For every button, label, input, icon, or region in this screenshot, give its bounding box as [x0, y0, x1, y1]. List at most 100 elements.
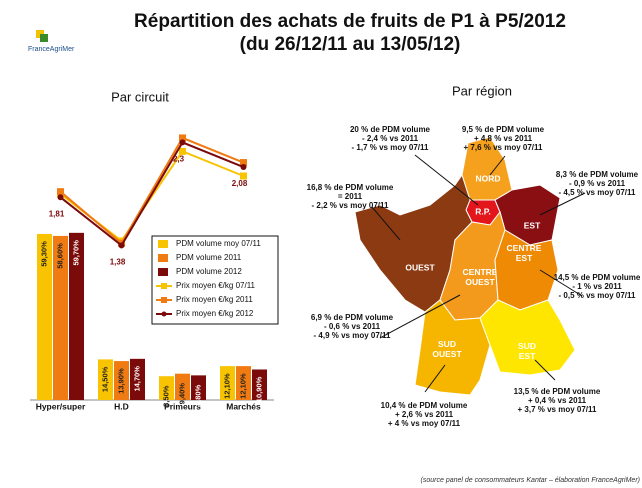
annotation-text: - 1,7 % vs moy 07/11: [352, 143, 429, 152]
arrow: [539, 269, 583, 297]
legend-marker: [161, 297, 167, 303]
region: [414, 299, 491, 396]
bar-value-label: 13,90%: [116, 368, 125, 394]
region-label: R.P.: [475, 206, 490, 216]
region-label: OUEST: [405, 262, 435, 272]
bar: [37, 233, 52, 400]
annotation-text: 16,8 % de PDM volume: [307, 183, 394, 192]
logo-icon: [40, 34, 48, 42]
title-line: Répartition des achats de fruits de P1 à…: [134, 11, 566, 32]
annotation-arrows: [371, 154, 586, 393]
x-tick-label: Hyper/super: [36, 401, 86, 411]
price-point: [179, 147, 186, 155]
bar-value-label: 8,50%: [161, 385, 170, 407]
bar: [98, 359, 113, 400]
annotation-text: 8,3 % de PDM volume: [556, 170, 639, 179]
annotation-text: = 2011: [338, 192, 363, 201]
price-point: [57, 194, 64, 201]
price-point: [118, 242, 125, 249]
legend-marker: [161, 283, 167, 289]
annotation-text: + 7,6 % vs moy 07/11: [464, 143, 543, 152]
bar-value-label: 59,30%: [39, 241, 48, 267]
chart-title: Par circuit: [111, 89, 169, 104]
legend-label: Prix moyen €/kg 2011: [176, 295, 253, 304]
x-tick-label: Primeurs: [164, 401, 201, 411]
legend-label: Prix moyen €/kg 07/11: [176, 281, 256, 290]
legend-box: [151, 235, 279, 325]
annotation-text: + 2,6 % vs 2011: [395, 410, 454, 419]
legend-label: PDM volume 2012: [176, 267, 242, 276]
bar-value-label: 9,40%: [177, 383, 186, 405]
bar: [69, 232, 84, 400]
price-point: [179, 134, 186, 142]
annotation-text: + 3,7 % vs moy 07/11: [518, 405, 597, 414]
region-label: CENTRE OUEST: [463, 267, 498, 287]
logo: FranceAgriMer: [28, 30, 75, 53]
price-value-label: 1,38: [110, 258, 126, 267]
price-line: [59, 141, 244, 247]
bar-value-label: 12,10%: [238, 373, 247, 399]
annotation-text: - 4,9 % vs moy 07/11: [314, 331, 391, 340]
arrow: [379, 294, 461, 339]
arrow: [489, 155, 506, 176]
map-title: Par région: [452, 83, 512, 98]
region-label: NORD: [475, 173, 500, 183]
price-value-label: 2,08: [232, 179, 248, 188]
annotation-text: 14,5 % de PDM volume: [554, 273, 641, 282]
bar-value-label: 14,50%: [100, 366, 109, 392]
bar: [53, 235, 68, 400]
bar: [130, 358, 145, 400]
price-line: [59, 136, 244, 245]
legend-marker: [161, 311, 167, 317]
bar: [159, 376, 174, 400]
price-value-label: 1,81: [49, 209, 65, 218]
bar-value-label: 10,90%: [254, 376, 263, 402]
arrow: [371, 206, 401, 241]
arrow: [424, 364, 446, 393]
legend-label: PDM volume 2011: [176, 253, 242, 262]
annotation-text: + 0,4 % vs 2011: [528, 396, 587, 405]
bar: [114, 361, 129, 400]
annotation-text: 9,5 % de PDM volume: [462, 125, 545, 134]
price-point: [240, 159, 247, 167]
bar: [252, 369, 267, 400]
arrow: [534, 359, 556, 381]
price-point: [57, 188, 64, 196]
region: [479, 299, 576, 376]
bar-value-label: 58,60%: [55, 243, 64, 269]
legend-swatch: [158, 240, 168, 248]
bar-value-label: 59,70%: [71, 240, 80, 266]
arrow: [539, 192, 586, 216]
region-label: CENTRE EST: [507, 243, 542, 263]
annotation-text: - 2,4 % vs 2011: [362, 134, 419, 143]
annotation-text: 10,4 % de PDM volume: [381, 401, 468, 410]
annotation-text: 6,9 % de PDM volume: [311, 313, 394, 322]
annotation-text: - 2,2 % vs moy 07/11: [312, 201, 389, 210]
bar: [220, 366, 235, 400]
price-point: [240, 164, 247, 171]
bar-value-label: 12,10%: [222, 373, 231, 399]
source-note: (source panel de consommateurs Kantar – …: [421, 477, 640, 484]
annotation-text: + 4,8 % vs 2011: [474, 134, 533, 143]
logo-text: FranceAgriMer: [28, 46, 75, 53]
legend-label: Prix moyen €/kg 2012: [176, 309, 254, 318]
annotation-text: + 4 % vs moy 07/11: [388, 419, 461, 428]
annotation-text: - 0,9 % vs 2011: [569, 179, 626, 188]
annotation-text: 20 % de PDM volume: [350, 125, 431, 134]
bar-value-label: 14,70%: [132, 366, 141, 392]
price-point: [179, 139, 186, 146]
legend-swatch: [158, 268, 168, 276]
title-line: (du 26/12/11 au 13/05/12): [240, 34, 461, 55]
arrow: [414, 154, 479, 206]
annotation-text: - 0,6 % vs 2011: [324, 322, 381, 331]
region-label: EST: [524, 220, 541, 230]
bar: [236, 366, 251, 400]
price-value-label: 2,3: [173, 155, 185, 164]
bar-value-label: 8,80%: [193, 384, 202, 406]
price-point: [240, 172, 247, 180]
region-label: SUD OUEST: [432, 339, 462, 359]
x-tick-label: Marchés: [226, 401, 261, 411]
annotation-text: - 0,5 % vs moy 07/11: [559, 291, 636, 300]
annotation-text: - 4,5 % vs moy 07/11: [559, 188, 636, 197]
